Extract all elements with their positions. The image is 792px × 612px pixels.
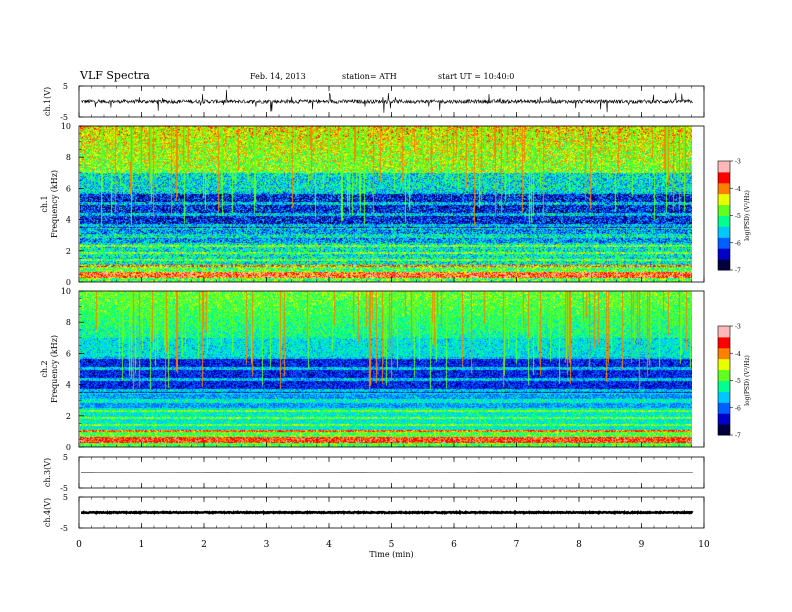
colorbar-segment — [718, 248, 730, 260]
y-tick-label: 5 — [63, 453, 68, 462]
figure-title: VLF Spectra — [80, 69, 150, 82]
y-tick-label: -5 — [60, 484, 68, 493]
x-tick-label: 3 — [264, 540, 270, 550]
y-tick-label: 0 — [66, 443, 71, 452]
y-tick-label: 4 — [66, 381, 71, 390]
colorbar-tick-label: -4 — [735, 351, 741, 358]
colorbar-segment — [718, 358, 730, 371]
y-tick-label: 10 — [61, 122, 71, 131]
colorbar-tick-label: -3 — [735, 324, 741, 331]
colorbar-tick-label: -4 — [735, 186, 741, 193]
start-time-label: start UT = 10:40:0 — [438, 72, 515, 81]
colorbar-segment — [718, 413, 730, 425]
spectrogram-image — [80, 291, 692, 447]
y-tick-label: 0 — [66, 278, 71, 287]
colorbar-tick-label: -3 — [735, 159, 741, 166]
colorbar-segment — [718, 182, 730, 195]
station-label: station= ATH — [342, 72, 397, 81]
x-tick-label: 5 — [389, 540, 395, 550]
y-tick-label: 2 — [66, 247, 71, 256]
y-tick-label: -5 — [60, 113, 68, 122]
y-axis-label: Frequency (kHz) — [50, 170, 59, 238]
y-tick-label: 4 — [66, 216, 71, 225]
y-tick-label: 2 — [66, 412, 71, 421]
colorbar-segment — [718, 336, 730, 349]
y-axis-label: ch.4(V) — [43, 498, 52, 527]
colorbar-segment — [718, 193, 730, 206]
colorbar-tick-label: -5 — [735, 213, 741, 220]
colorbar-segment — [718, 380, 730, 392]
x-tick-label: 9 — [639, 540, 645, 550]
colorbar-segment — [718, 161, 730, 173]
y-axis-label: ch.3(V) — [43, 458, 52, 487]
colorbar-segment — [718, 424, 730, 436]
colorbar-segment — [718, 204, 730, 216]
colorbar-label: log(PSD) (V²/Hz) — [744, 355, 751, 406]
x-tick-label: 4 — [326, 540, 332, 550]
colorbar-label: log(PSD) (V²/Hz) — [744, 190, 751, 241]
colorbar-tick-label: -5 — [735, 378, 741, 385]
channel-label: ch.2 — [40, 360, 49, 377]
y-tick-label: 8 — [66, 318, 71, 327]
x-tick-label: 2 — [201, 540, 207, 550]
y-axis-label: Frequency (kHz) — [50, 335, 59, 403]
colorbar-segment — [718, 369, 730, 381]
colorbar-tick-label: -7 — [735, 433, 741, 440]
x-tick-label: 0 — [76, 540, 82, 550]
channel-label: ch.1 — [40, 195, 49, 212]
y-tick-label: 6 — [66, 349, 71, 358]
colorbar-segment — [718, 347, 730, 360]
waveform-trace — [80, 509, 694, 516]
colorbar-segment — [718, 215, 730, 227]
colorbar-segment — [718, 237, 730, 249]
colorbar-segment — [718, 326, 730, 338]
x-tick-label: 1 — [139, 540, 145, 550]
colorbar-segment — [718, 259, 730, 271]
y-tick-label: 8 — [66, 153, 71, 162]
x-tick-label: 7 — [514, 540, 520, 550]
y-tick-label: 6 — [66, 184, 71, 193]
y-tick-label: 5 — [63, 82, 68, 91]
colorbar-tick-label: -6 — [735, 405, 741, 412]
colorbar-segment — [718, 402, 730, 414]
x-tick-label: 8 — [576, 540, 582, 550]
spectrogram-image — [80, 126, 692, 282]
colorbar-tick-label: -6 — [735, 240, 741, 247]
y-axis-label: ch.1(V) — [43, 87, 52, 116]
date-label: Feb. 14, 2013 — [250, 72, 306, 81]
x-tick-label: 10 — [698, 540, 710, 550]
x-axis-label: Time (min) — [369, 550, 413, 559]
colorbar-segment — [718, 226, 730, 238]
waveform-trace — [80, 89, 694, 113]
y-tick-label: -5 — [60, 524, 68, 533]
colorbar-segment — [718, 171, 730, 184]
y-tick-label: 5 — [63, 493, 68, 502]
x-tick-label: 6 — [451, 540, 457, 550]
y-tick-label: 10 — [61, 287, 71, 296]
colorbar-tick-label: -7 — [735, 268, 741, 275]
colorbar-segment — [718, 391, 730, 403]
